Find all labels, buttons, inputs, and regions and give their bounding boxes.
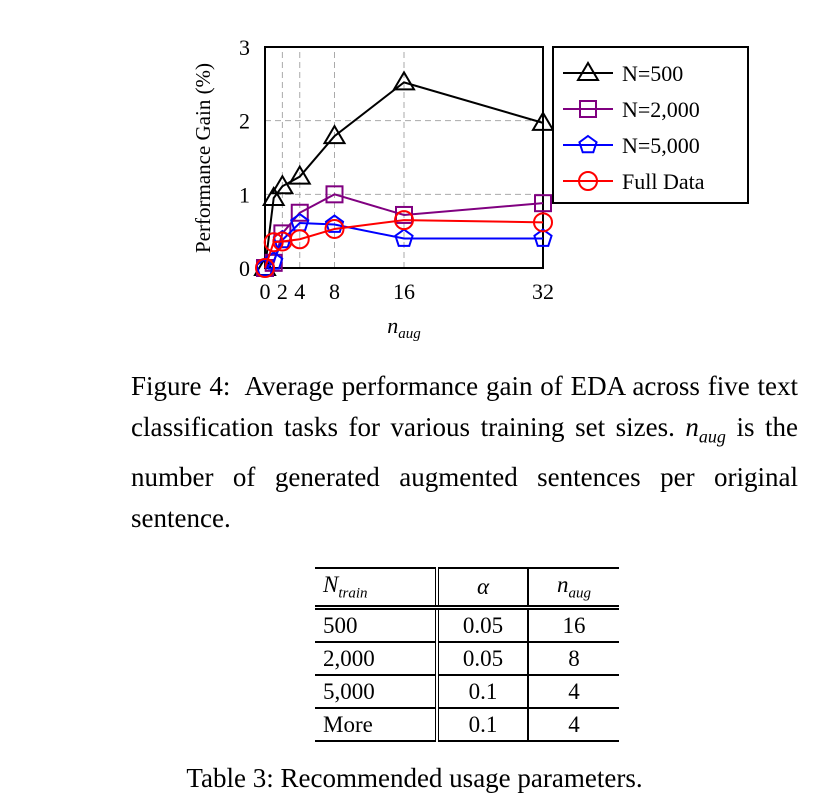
legend-marker-full-data [578, 171, 598, 191]
alpha-cell: 0.1 [437, 675, 529, 709]
data-point-full-data [289, 229, 310, 250]
legend-marker-n-2-000 [579, 100, 597, 118]
data-point-n-5-000 [394, 228, 414, 247]
data-point-full-data [324, 218, 345, 239]
alpha-cell: 0.05 [437, 607, 529, 643]
n-aug-cell: 16 [528, 607, 619, 643]
alpha-cell: 0.05 [437, 642, 529, 676]
n-aug-cell: 4 [528, 675, 619, 709]
n-aug-var: naug [685, 412, 726, 447]
data-point-full-data [255, 258, 275, 278]
data-point-n-2-000 [290, 203, 309, 222]
table-row: 500 0.05 16 [315, 607, 619, 643]
data-point-n-500 [531, 110, 555, 131]
parameters-table: Ntrain α naug 500 0.05 16 2,000 0.05 8 5,000 0.… [315, 567, 619, 742]
y-tick-label: 2 [239, 109, 250, 134]
figure-caption: Figure 4: Average performance gain of ED… [131, 366, 798, 539]
header-n-aug: naug [528, 567, 619, 610]
x-tick-label: 0 [260, 279, 271, 304]
data-point-n-5-000 [324, 214, 345, 233]
x-axis-label: naug [387, 313, 421, 342]
n-train-cell: 500 [315, 607, 439, 643]
data-point-full-data [394, 210, 414, 231]
data-point-n-500 [322, 124, 347, 145]
legend-label-n-5-000: N=5,000 [622, 133, 700, 158]
y-tick-label: 3 [239, 35, 250, 60]
legend-marker-n-5-000 [578, 134, 598, 154]
data-point-n-500 [392, 70, 416, 91]
data-point-n-5-000 [533, 228, 553, 247]
n-aug-cell: 4 [528, 708, 619, 742]
x-tick-label: 32 [532, 279, 554, 304]
y-tick-label: 1 [239, 182, 250, 207]
legend-box [552, 46, 749, 204]
x-tick-label: 4 [294, 279, 305, 304]
legend-label-n-2-000: N=2,000 [622, 97, 700, 122]
table-row: 2,000 0.05 8 [315, 642, 619, 676]
data-point-n-500 [288, 164, 312, 185]
data-point-n-2-000 [325, 185, 344, 204]
table-row: More 0.1 4 [315, 708, 619, 742]
data-point-n-500 [270, 174, 295, 195]
data-point-full-data [263, 232, 284, 253]
legend-label-full-data: Full Data [622, 169, 705, 194]
series-line-n-5-000 [264, 222, 543, 269]
n-aug-cell: 8 [528, 642, 619, 676]
figure-label: Figure 4: [131, 371, 231, 401]
header-alpha: α [437, 567, 529, 610]
series-line-n-500 [264, 81, 544, 269]
x-tick-label: 8 [329, 279, 340, 304]
header-n-train: Ntrain [315, 567, 439, 610]
data-point-n-500 [261, 186, 286, 207]
x-tick-label: 2 [277, 279, 288, 304]
n-train-cell: 5,000 [315, 675, 439, 709]
data-point-n-2-000 [534, 194, 552, 213]
y-tick-label: 0 [239, 256, 250, 281]
alpha-cell: 0.1 [437, 708, 529, 742]
x-tick-label: 16 [393, 279, 415, 304]
table-caption: Table 3: Recommended usage parameters. [186, 763, 643, 793]
legend-marker-n-500 [576, 61, 600, 81]
data-point-full-data [533, 212, 553, 233]
figure-caption-text-2: is the number of generated augmented sen… [131, 412, 799, 534]
plot-frame [264, 46, 544, 269]
table-row: 5,000 0.1 4 [315, 675, 619, 709]
y-axis-label: Performance Gain (%) [191, 63, 215, 253]
n-train-cell: More [315, 708, 439, 742]
figure-caption-text: Average performance gain of EDA across f… [131, 371, 798, 442]
n-train-cell: 2,000 [315, 642, 439, 676]
legend-label-n-500: N=500 [622, 61, 683, 86]
